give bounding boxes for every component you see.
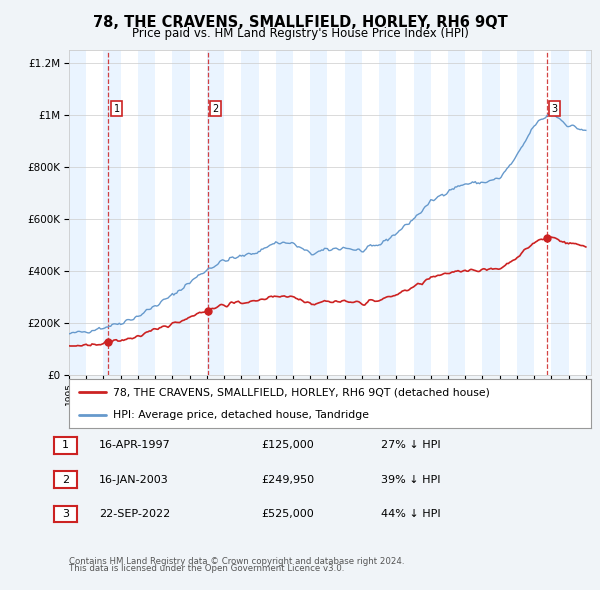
- Text: 2: 2: [212, 104, 219, 113]
- Bar: [517, 50, 534, 375]
- Text: 2: 2: [62, 475, 69, 484]
- Text: 39% ↓ HPI: 39% ↓ HPI: [381, 475, 440, 484]
- Bar: [172, 50, 190, 375]
- Text: £125,000: £125,000: [261, 441, 314, 450]
- Text: 3: 3: [62, 509, 69, 519]
- Bar: [241, 50, 259, 375]
- Text: £249,950: £249,950: [261, 475, 314, 484]
- Text: This data is licensed under the Open Government Licence v3.0.: This data is licensed under the Open Gov…: [69, 565, 344, 573]
- Text: 3: 3: [552, 104, 558, 113]
- Bar: [310, 50, 328, 375]
- Text: 27% ↓ HPI: 27% ↓ HPI: [381, 441, 440, 450]
- Bar: [207, 50, 224, 375]
- Text: 44% ↓ HPI: 44% ↓ HPI: [381, 509, 440, 519]
- Bar: [586, 50, 600, 375]
- Text: £525,000: £525,000: [261, 509, 314, 519]
- Text: Price paid vs. HM Land Registry's House Price Index (HPI): Price paid vs. HM Land Registry's House …: [131, 27, 469, 40]
- Bar: [448, 50, 465, 375]
- Bar: [276, 50, 293, 375]
- Bar: [379, 50, 397, 375]
- Bar: [344, 50, 362, 375]
- Text: Contains HM Land Registry data © Crown copyright and database right 2024.: Contains HM Land Registry data © Crown c…: [69, 557, 404, 566]
- Bar: [69, 50, 86, 375]
- Bar: [551, 50, 569, 375]
- Text: 1: 1: [113, 104, 120, 113]
- Text: 16-JAN-2003: 16-JAN-2003: [99, 475, 169, 484]
- Text: 16-APR-1997: 16-APR-1997: [99, 441, 171, 450]
- Text: 22-SEP-2022: 22-SEP-2022: [99, 509, 170, 519]
- Text: 1: 1: [62, 441, 69, 450]
- Bar: [103, 50, 121, 375]
- Bar: [138, 50, 155, 375]
- Text: HPI: Average price, detached house, Tandridge: HPI: Average price, detached house, Tand…: [113, 409, 370, 419]
- Text: 78, THE CRAVENS, SMALLFIELD, HORLEY, RH6 9QT (detached house): 78, THE CRAVENS, SMALLFIELD, HORLEY, RH6…: [113, 388, 490, 398]
- Bar: [482, 50, 500, 375]
- Text: 78, THE CRAVENS, SMALLFIELD, HORLEY, RH6 9QT: 78, THE CRAVENS, SMALLFIELD, HORLEY, RH6…: [92, 15, 508, 30]
- Bar: [413, 50, 431, 375]
